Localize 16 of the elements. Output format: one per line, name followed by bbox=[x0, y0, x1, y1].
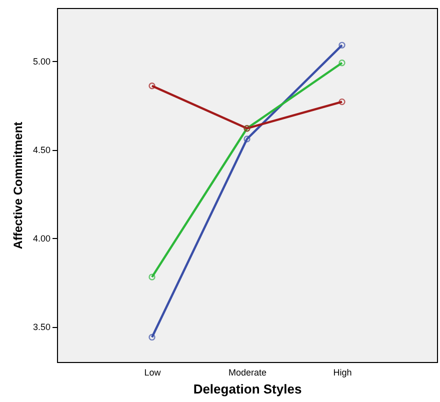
y-tick-label: 3.50 bbox=[32, 322, 50, 332]
point bbox=[338, 98, 346, 106]
point bbox=[338, 60, 346, 66]
point bbox=[148, 82, 156, 90]
point bbox=[148, 274, 156, 280]
x-axis-title: Delegation Styles bbox=[193, 382, 302, 396]
x-tick-label: Moderate bbox=[228, 368, 267, 378]
point bbox=[338, 42, 346, 49]
x-tick-label: Low bbox=[144, 368, 162, 378]
y-tick-label: 5.00 bbox=[32, 56, 50, 67]
y-tick-label: 4.00 bbox=[32, 234, 50, 244]
point bbox=[148, 334, 156, 341]
y-tick-label: 4.50 bbox=[32, 145, 50, 156]
y-axis-title: Affective Commitment bbox=[10, 122, 25, 250]
point bbox=[244, 136, 250, 142]
x-tick-label: High bbox=[333, 368, 352, 378]
